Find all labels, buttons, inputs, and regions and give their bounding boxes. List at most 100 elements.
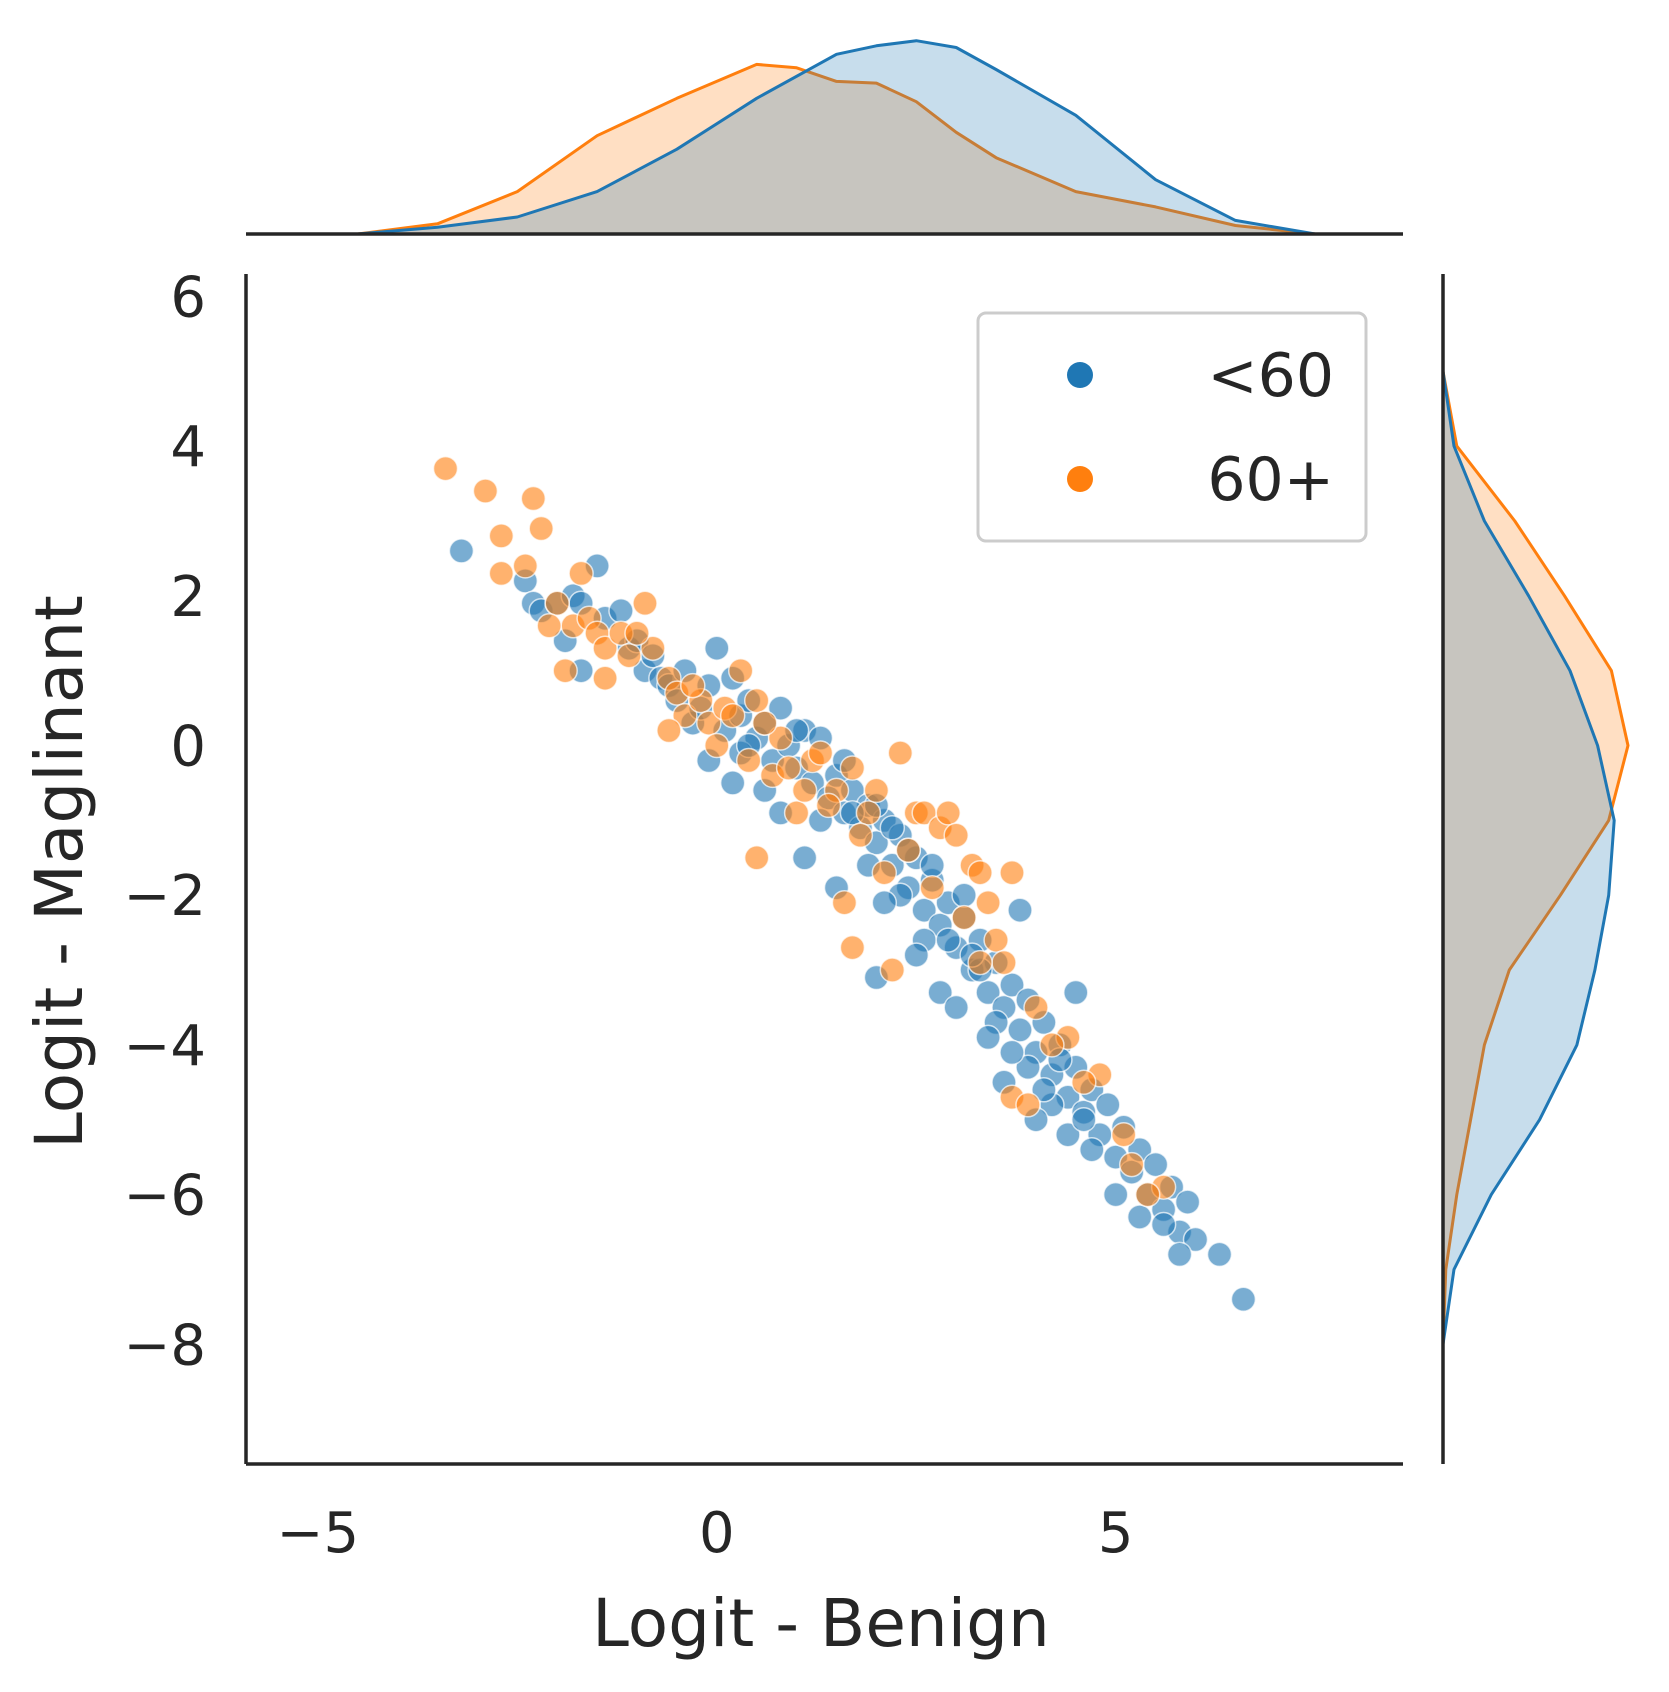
point-series-1-1 (472, 478, 499, 504)
top-kde-under-60 (356, 39, 1317, 236)
point-series-0-104 (919, 852, 945, 879)
point-series-0-0 (448, 538, 475, 564)
point-series-0-122 (1166, 1241, 1193, 1268)
point-series-1-77 (807, 740, 834, 766)
point-series-1-46 (999, 859, 1025, 886)
point-series-1-12 (592, 635, 618, 661)
point-series-0-118 (1031, 1077, 1057, 1103)
point-series-1-14 (616, 642, 642, 669)
y-tick-label-1: 4 (170, 415, 206, 480)
point-series-1-9 (568, 560, 594, 587)
point-series-0-78 (1142, 1151, 1169, 1178)
scatter-points (432, 455, 1257, 1313)
point-series-0-11 (608, 598, 634, 624)
point-series-0-86 (1102, 1181, 1129, 1208)
point-series-1-57 (839, 934, 866, 961)
point-series-0-101 (1079, 1136, 1105, 1163)
y-axis-title: Logit - Maglinant (21, 595, 98, 1149)
point-series-1-22 (704, 732, 730, 759)
point-series-1-45 (991, 949, 1017, 976)
point-series-1-66 (751, 710, 778, 736)
point-series-1-7 (544, 590, 570, 617)
point-series-1-6 (512, 553, 539, 579)
legend: <60 60+ (976, 311, 1368, 543)
point-series-0-114 (871, 889, 898, 916)
point-series-1-51 (1015, 1092, 1041, 1118)
point-series-0-31 (767, 695, 794, 721)
point-series-1-16 (640, 635, 666, 661)
legend-label-60-plus: 60+ (1207, 445, 1334, 515)
point-series-0-121 (1150, 1211, 1177, 1238)
legend-label-under-60: <60 (1207, 341, 1334, 411)
point-series-0-82 (1174, 1189, 1201, 1215)
point-series-1-73 (967, 949, 993, 976)
top-marginal-kde (246, 39, 1403, 236)
point-series-0-119 (1071, 1106, 1097, 1133)
point-series-1-63 (552, 657, 578, 684)
y-tick-label-6: −6 (123, 1164, 206, 1229)
point-series-0-83 (1182, 1226, 1209, 1253)
right-kde-60-plus (1441, 369, 1630, 1346)
point-series-1-34 (863, 777, 890, 804)
point-series-0-23 (704, 635, 730, 661)
point-series-1-56 (879, 957, 906, 983)
point-series-1-33 (855, 800, 882, 826)
tick-labels: −5 0 5 6 4 2 0 −2 −4 −6 −8 (123, 266, 1133, 1567)
point-series-0-110 (719, 770, 746, 796)
point-series-1-78 (624, 620, 650, 646)
point-series-1-79 (536, 613, 562, 639)
y-tick-label-0: 6 (170, 266, 206, 331)
y-tick-label-7: −8 (123, 1313, 206, 1378)
point-series-1-60 (743, 845, 770, 871)
point-series-1-44 (983, 927, 1009, 953)
point-series-1-64 (680, 672, 706, 699)
point-series-1-70 (895, 837, 922, 864)
point-series-0-72 (1095, 1092, 1121, 1118)
right-kde-under-60 (1441, 369, 1616, 1346)
point-series-1-62 (592, 665, 618, 691)
point-series-0-89 (791, 845, 818, 871)
point-series-0-95 (943, 994, 969, 1021)
point-series-1-32 (839, 755, 866, 781)
y-tick-label-4: −2 (123, 864, 206, 929)
x-tick-label-2: 5 (1098, 1501, 1134, 1566)
point-series-1-59 (783, 800, 810, 826)
point-series-1-2 (520, 485, 547, 512)
point-series-1-19 (672, 702, 698, 729)
point-series-0-129 (935, 927, 961, 953)
point-series-1-4 (488, 523, 515, 549)
point-series-1-0 (432, 455, 459, 482)
point-series-1-71 (919, 874, 945, 901)
point-series-0-128 (879, 815, 906, 841)
point-series-1-54 (1118, 1151, 1145, 1178)
point-series-0-100 (1055, 1121, 1081, 1148)
x-axis-title: Logit - Benign (592, 1585, 1050, 1662)
right-marginal-kde (1441, 274, 1630, 1464)
point-series-1-67 (791, 777, 818, 804)
point-series-1-76 (871, 859, 898, 886)
point-series-1-29 (775, 755, 802, 781)
point-series-1-26 (743, 687, 770, 714)
point-series-1-15 (632, 590, 658, 617)
y-tick-label-3: 0 (170, 715, 206, 780)
point-series-1-43 (975, 889, 1001, 916)
point-series-1-72 (951, 904, 977, 931)
point-series-0-116 (975, 1024, 1001, 1051)
point-series-1-39 (935, 800, 961, 826)
point-series-0-94 (927, 979, 953, 1006)
point-series-1-5 (488, 560, 515, 587)
point-series-1-3 (528, 515, 554, 542)
point-series-0-60 (999, 972, 1025, 998)
point-series-0-117 (999, 1039, 1025, 1066)
point-series-0-84 (1206, 1241, 1233, 1268)
point-series-1-53 (1110, 1121, 1137, 1148)
point-series-1-28 (767, 725, 794, 751)
point-series-0-88 (1007, 897, 1033, 923)
point-series-0-61 (1007, 1017, 1033, 1043)
point-series-1-52 (1071, 1069, 1097, 1096)
x-tick-label-0: −5 (277, 1501, 360, 1566)
point-series-0-85 (1230, 1286, 1257, 1313)
point-series-1-35 (887, 740, 914, 766)
point-series-0-57 (975, 979, 1001, 1006)
